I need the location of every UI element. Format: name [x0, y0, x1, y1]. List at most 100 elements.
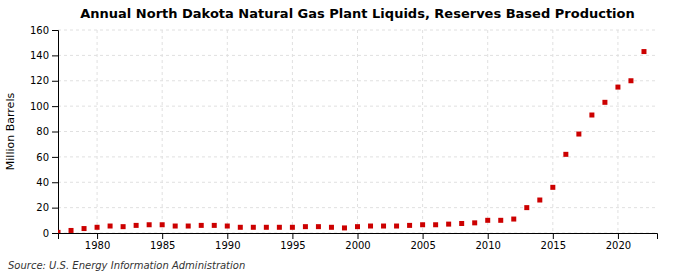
chart: 1980 1985 1990 1995 2000 2005 2010 2015 2020 0 20 4… — [0, 0, 675, 275]
tick-mark — [292, 233, 293, 239]
point — [589, 113, 594, 118]
point — [147, 222, 152, 227]
tick-label: 2010 — [475, 240, 500, 251]
point — [225, 224, 230, 229]
point — [108, 224, 113, 229]
axis-line — [52, 31, 59, 234]
tick-label: 2015 — [541, 240, 566, 251]
point — [69, 228, 74, 233]
tick: 2005 — [410, 233, 435, 251]
tick-label: 1985 — [150, 240, 175, 251]
grid-line-y — [58, 55, 657, 56]
point — [238, 225, 243, 230]
point — [277, 225, 282, 230]
point — [290, 225, 295, 230]
point — [329, 225, 334, 230]
point — [446, 222, 451, 227]
point — [602, 100, 607, 105]
point — [134, 223, 139, 228]
grid-line-y — [58, 131, 657, 132]
tick-mark — [52, 30, 58, 31]
tick-label: 60 — [36, 152, 49, 163]
tick-mark — [52, 182, 58, 183]
point — [537, 198, 542, 203]
point — [511, 217, 516, 222]
tick: 60 — [36, 152, 58, 163]
x-axis: 1980 1985 1990 1995 2000 2005 2010 2015 2020 — [59, 233, 658, 251]
points — [58, 49, 646, 233]
point — [381, 224, 386, 229]
point — [498, 218, 503, 223]
tick-label: 2005 — [410, 240, 435, 251]
tick: 1980 — [85, 233, 110, 251]
grid-line-y — [58, 182, 657, 183]
point — [368, 224, 373, 229]
tick-mark — [488, 233, 489, 239]
point — [472, 220, 477, 225]
point — [251, 225, 256, 230]
point — [628, 78, 633, 83]
point — [485, 218, 490, 223]
y-axis: 020406080100120140160 — [30, 25, 59, 239]
tick-mark — [52, 233, 58, 234]
tick: 2000 — [345, 233, 370, 251]
annotation: Source: U.S. Energy Information Administ… — [8, 260, 245, 271]
tick-mark — [423, 233, 424, 239]
tick-label: 160 — [30, 25, 49, 36]
grid-line-y — [58, 106, 657, 107]
point — [576, 132, 581, 137]
tick: 20 — [36, 202, 58, 213]
tick-mark — [618, 233, 619, 239]
point — [433, 222, 438, 227]
point — [459, 221, 464, 226]
tick: 2020 — [606, 233, 631, 251]
grid-line-y — [58, 207, 657, 208]
tick-mark — [52, 55, 58, 56]
tick-label: 120 — [30, 75, 49, 86]
tick-label: 1995 — [280, 240, 305, 251]
point — [524, 205, 529, 210]
tick-label: 140 — [30, 50, 49, 61]
tick-label: 2020 — [606, 240, 631, 251]
point — [160, 222, 165, 227]
point — [394, 224, 399, 229]
tick: 140 — [30, 50, 58, 61]
point — [82, 226, 87, 231]
point — [615, 85, 620, 90]
grid-line-y — [58, 30, 657, 31]
tick: 40 — [36, 177, 58, 188]
point — [186, 224, 191, 229]
tick: 0 — [43, 228, 58, 239]
tick-mark — [52, 157, 58, 158]
point — [355, 224, 360, 229]
point — [95, 225, 100, 230]
tick-mark — [553, 233, 554, 239]
tick-label: 2000 — [345, 240, 370, 251]
title: Annual North Dakota Natural Gas Plant Li… — [80, 6, 635, 21]
point — [550, 185, 555, 190]
grid — [58, 30, 657, 233]
tick: 100 — [30, 101, 58, 112]
point — [342, 225, 347, 230]
tick: 120 — [30, 75, 58, 86]
tick-label: 0 — [43, 228, 49, 239]
point — [121, 224, 126, 229]
tick-mark — [97, 233, 98, 239]
point — [641, 49, 646, 54]
point — [212, 223, 217, 228]
tick: 1985 — [150, 233, 175, 251]
y-axis-title: Million Barrels — [4, 93, 17, 171]
tick-label: 100 — [30, 101, 49, 112]
point — [264, 225, 269, 230]
tick-mark — [52, 132, 58, 133]
tick-label: 1980 — [85, 240, 110, 251]
point — [420, 222, 425, 227]
tick-mark — [227, 233, 228, 239]
grid-line-x — [422, 30, 423, 233]
tick-mark — [358, 233, 359, 239]
tick: 1995 — [280, 233, 305, 251]
axis-line — [59, 234, 658, 240]
tick: 2010 — [475, 233, 500, 251]
point — [563, 152, 568, 157]
tick: 1990 — [215, 233, 240, 251]
